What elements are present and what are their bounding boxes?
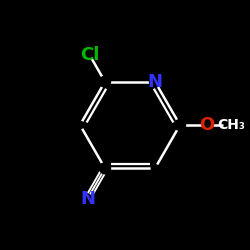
Circle shape — [150, 76, 160, 87]
Text: Cl: Cl — [80, 46, 99, 64]
Circle shape — [100, 163, 110, 174]
Text: N: N — [80, 190, 95, 208]
Text: N: N — [148, 73, 162, 91]
Circle shape — [100, 76, 110, 87]
Circle shape — [76, 121, 84, 129]
Circle shape — [151, 164, 159, 172]
Circle shape — [174, 120, 186, 130]
Text: CH₃: CH₃ — [217, 118, 245, 132]
Text: O: O — [200, 116, 214, 134]
